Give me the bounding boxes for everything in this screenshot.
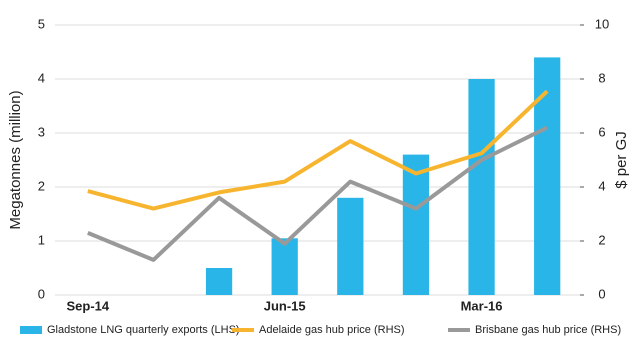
bar <box>468 79 495 295</box>
x-tick-label: Mar-16 <box>461 298 503 313</box>
bar <box>337 197 364 295</box>
y-axis-label: Megatonnes (million) <box>7 90 24 229</box>
legend-swatch <box>20 326 42 334</box>
y-tick-label: 4 <box>38 70 45 85</box>
y-tick-label: 1 <box>38 232 45 247</box>
y-tick-label: 0 <box>38 286 45 301</box>
y2-tick-label: 8 <box>598 70 605 85</box>
y-tick-label: 2 <box>38 178 45 193</box>
y-tick-label: 3 <box>38 124 45 139</box>
y2-tick-label: 0 <box>598 286 605 301</box>
x-tick-label: Sep-14 <box>66 298 109 313</box>
legend-label: Adelaide gas hub price (RHS) <box>259 324 405 336</box>
legend-label: Brisbane gas hub price (RHS) <box>475 324 621 336</box>
y2-tick-label: 10 <box>595 16 609 31</box>
x-tick-label: Jun-15 <box>264 298 306 313</box>
y2-axis-label: $ per GJ <box>613 131 630 189</box>
line <box>87 89 549 211</box>
bar <box>402 154 430 295</box>
bar <box>271 238 298 295</box>
legend-label: Gladstone LNG quarterly exports (LHS) <box>47 324 240 336</box>
bar <box>205 268 233 295</box>
y-tick-label: 5 <box>38 16 45 31</box>
y2-tick-label: 6 <box>598 124 605 139</box>
y2-tick-label: 4 <box>598 178 605 193</box>
y2-tick-label: 2 <box>598 232 605 247</box>
line <box>87 125 549 262</box>
